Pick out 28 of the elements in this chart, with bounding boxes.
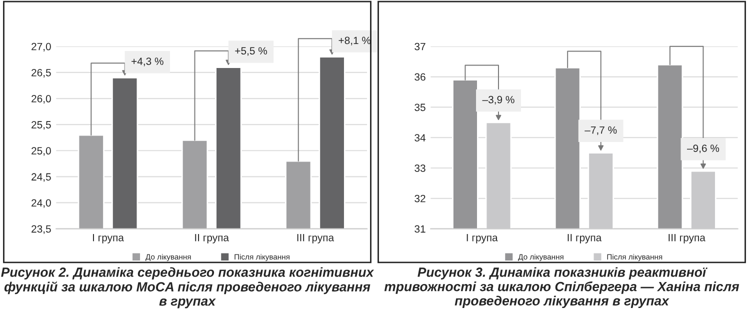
y-tick-label: 34 (414, 134, 426, 142)
annotation: +5,5 % (235, 47, 267, 56)
y-tick-label: 36 (414, 73, 426, 81)
y-tick-label: 35 (414, 104, 426, 112)
y-tick-label: 26,0 (32, 95, 51, 104)
y-tick-label: 24,0 (32, 199, 51, 208)
x-tick-label: II група (568, 234, 602, 244)
y-tick-label: 27,0 (32, 42, 51, 52)
x-tick-label: III група (297, 234, 334, 244)
y-tick-label: 31 (414, 225, 426, 233)
y-tick-label: 37 (414, 42, 426, 50)
y-tick-label: 26,5 (32, 68, 51, 78)
y-tick-label: 33 (414, 164, 426, 172)
text: Рисунок 3. Динаміка показників реактивної тривожності за шкалою Спілбергера — Ханіна після проведеного лікування в групах (384, 267, 740, 308)
text: Рисунок 2. Динаміка середнього показника когнітивних функцій за шкалою MoCA після проведеного лікування в групах (1, 267, 374, 308)
y-tick-label: 24,5 (32, 173, 51, 182)
x-tick-label: I група (92, 234, 124, 244)
y-tick-label: 32 (414, 194, 426, 202)
y-tick-label: 25,0 (32, 147, 51, 156)
annotation: –3,9 % (482, 96, 514, 105)
annotation: –9,6 % (687, 144, 720, 154)
x-tick-label: II група (195, 234, 229, 244)
y-tick-label: 23,5 (32, 225, 51, 234)
y-tick-label: 25,5 (32, 121, 51, 130)
x-tick-label: III група (668, 234, 706, 244)
x-tick-label: I група (466, 234, 498, 244)
annotation: +4,3 % (132, 58, 164, 66)
annotation: –7,7 % (584, 126, 617, 135)
